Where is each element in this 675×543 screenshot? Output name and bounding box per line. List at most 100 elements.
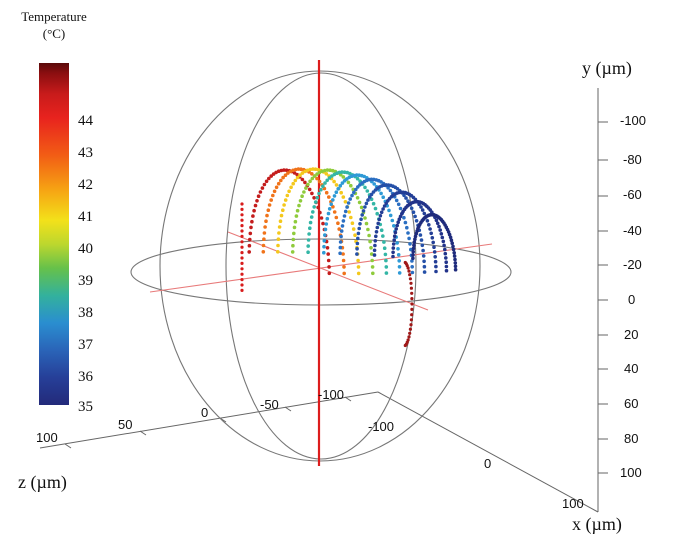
data-point [447,232,452,237]
data-point [312,174,317,178]
data-point [357,200,362,205]
data-point [419,238,424,242]
data-point [311,167,315,171]
data-point [342,271,347,276]
data-point [441,239,446,244]
data-point [266,208,271,212]
data-point [434,269,438,274]
data-point [299,167,303,171]
data-point [391,254,395,259]
data-point [384,258,388,263]
data-point [356,185,360,189]
data-point [412,243,416,248]
data-point [313,167,318,171]
data-point [350,221,355,225]
data-point [411,256,415,261]
colorbar-tick: 41 [78,209,93,225]
data-point [240,218,244,222]
data-point [369,252,374,256]
data-point [331,198,335,202]
y-tick: 80 [624,431,639,446]
data-point [303,169,307,174]
data-point [434,218,439,222]
data-point [351,227,356,231]
data-point [393,230,398,235]
data-point [422,259,426,264]
data-point [240,224,244,228]
data-point [412,240,417,244]
data-point [451,244,455,249]
data-point [330,174,334,178]
data-point [381,234,385,238]
data-point [351,187,356,192]
data-point [372,253,377,257]
data-point [353,233,357,237]
data-point [346,180,351,185]
meridian-ring [225,72,417,460]
data-point [421,248,425,253]
data-point [279,213,284,218]
data-point [391,242,396,246]
data-point [378,214,383,218]
data-point [341,252,345,256]
data-point [267,203,272,207]
colorbar-tick: 38 [78,305,93,321]
z-tick: 50 [118,417,133,432]
data-point [240,272,244,276]
data-point [410,259,414,263]
data-point [277,225,282,229]
data-point [279,178,283,183]
data-point [374,230,379,234]
data-point [345,170,350,175]
data-point [390,218,395,223]
data-point [319,187,323,192]
data-point [432,245,436,249]
data-point [358,222,362,226]
z-tick-mark [139,430,147,436]
z-axis-line [39,391,379,449]
data-point [396,202,401,207]
data-point [310,172,314,176]
colorbar-tick: 43 [78,145,93,161]
data-point [384,265,389,269]
data-point [440,235,445,240]
data-point [392,238,397,242]
data-point [240,240,244,244]
data-point [240,202,244,206]
data-point [315,195,320,200]
data-point [372,182,377,186]
data-point [371,190,376,194]
data-point [334,183,339,187]
data-point [334,190,339,194]
data-point [406,266,410,270]
data-point [338,240,343,244]
colorbar-tick: 44 [78,113,93,129]
data-point [341,175,346,179]
data-point [342,265,346,269]
data-point [291,181,296,186]
data-point [284,168,289,172]
data-point [427,223,431,227]
data-point [410,270,415,275]
y-tick: -60 [623,187,642,202]
colorbar-tick: 39 [78,273,93,289]
data-point [374,234,378,239]
data-point [276,250,280,254]
data-point [326,252,331,256]
data-point [413,214,417,219]
data-point [249,225,253,230]
data-point [304,186,308,190]
data-point [452,254,457,258]
data-point [444,268,449,273]
data-point [371,271,375,276]
data-point [356,258,360,263]
z-tick: -100 [318,387,345,402]
data-point [394,227,399,231]
data-point [433,259,438,264]
data-point [355,252,359,256]
data-point [348,197,353,201]
data-point [336,187,341,191]
data-point [319,216,324,220]
data-point [282,203,286,207]
data-point [398,214,403,219]
